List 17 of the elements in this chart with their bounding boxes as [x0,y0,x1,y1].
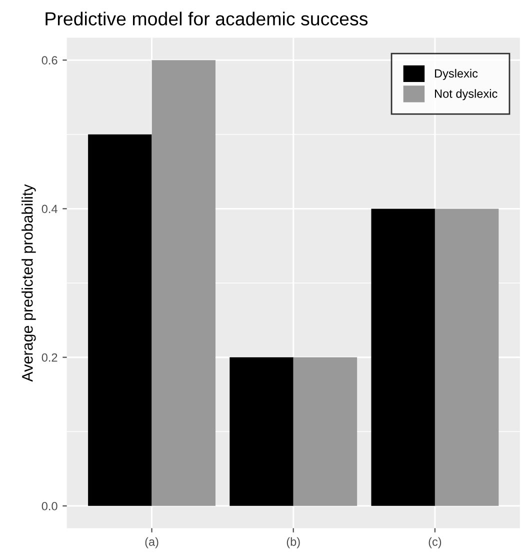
y-axis-title: Average predicted probability [22,184,36,382]
bar [152,60,216,506]
x-tick-label: (a) [145,537,158,548]
bar [293,357,358,506]
legend-label: Not dyslexic [435,89,498,100]
x-tick-label: (c) [428,537,442,548]
legend-label: Dyslexic [435,68,478,80]
bar [434,208,499,506]
y-tick-label: 0.0 [42,502,58,510]
y-tick-label: 0.2 [42,353,58,362]
y-tick-label: 0.6 [42,56,58,64]
bar [371,208,435,506]
x-tick-label: (b) [286,537,300,548]
y-tick-label: 0.4 [42,204,58,214]
chart-title: Predictive model for academic success [46,12,368,26]
bar [88,134,152,506]
bar [230,357,294,506]
